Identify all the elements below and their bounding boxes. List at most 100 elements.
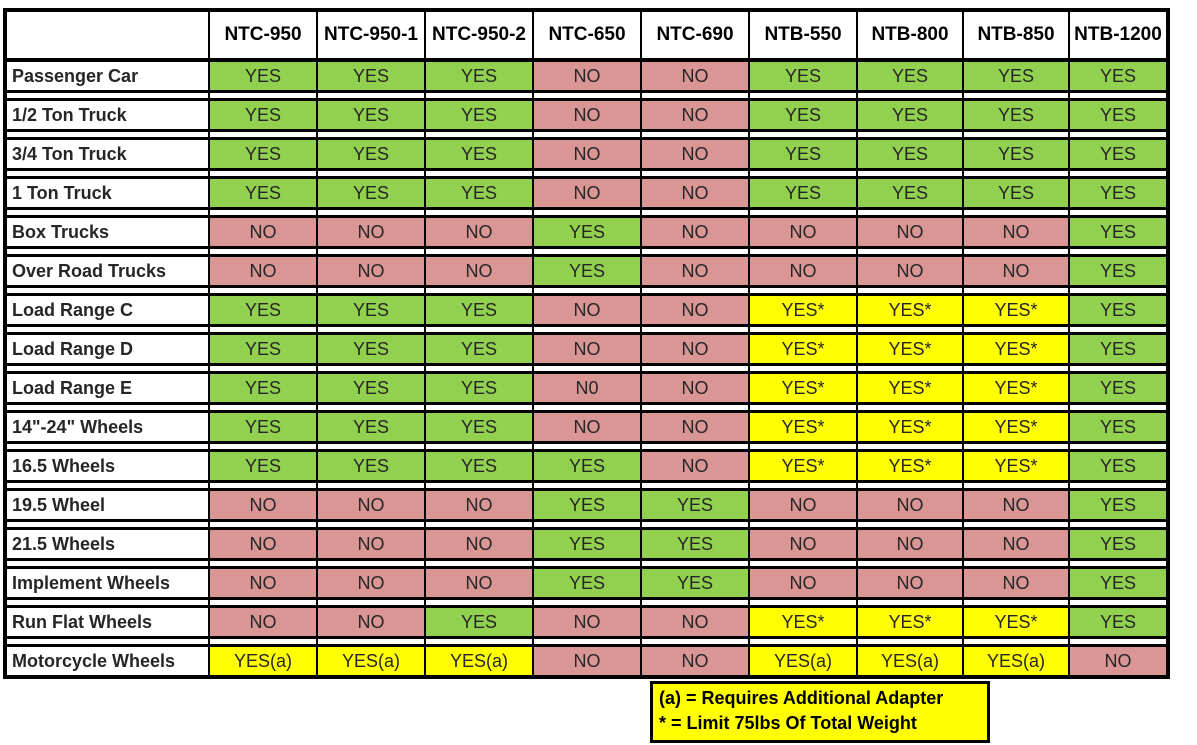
table-cell: YES(a) bbox=[748, 644, 858, 679]
spacer-cell bbox=[532, 207, 642, 218]
spacer-cell bbox=[962, 90, 1070, 101]
row-label: Load Range C bbox=[4, 293, 210, 327]
spacer-cell bbox=[748, 558, 858, 569]
spacer-cell bbox=[4, 519, 210, 530]
spacer-cell bbox=[640, 597, 750, 608]
spacer-cell bbox=[532, 441, 642, 452]
column-header-ntb-800: NTB-800 bbox=[856, 8, 964, 62]
table-cell: YES bbox=[1068, 293, 1169, 327]
table-cell: YES bbox=[316, 176, 426, 210]
spacer-cell bbox=[208, 90, 318, 101]
spacer-row bbox=[4, 285, 1169, 296]
table-cell: YES bbox=[1068, 488, 1169, 522]
spacer-cell bbox=[640, 285, 750, 296]
spacer-cell bbox=[532, 636, 642, 647]
table-cell: YES bbox=[424, 371, 534, 405]
table-cell: NO bbox=[640, 137, 750, 171]
spacer-cell bbox=[4, 168, 210, 179]
table-cell: YES* bbox=[748, 410, 858, 444]
table-cell: YES* bbox=[748, 605, 858, 639]
table-cell: NO bbox=[856, 527, 964, 561]
spacer-cell bbox=[4, 480, 210, 491]
legend-note-line-weight: * = Limit 75lbs Of Total Weight bbox=[659, 713, 917, 733]
spacer-cell bbox=[532, 129, 642, 140]
table-cell: NO bbox=[962, 215, 1070, 249]
table-cell: YES bbox=[208, 137, 318, 171]
spacer-cell bbox=[532, 324, 642, 335]
table-cell: NO bbox=[640, 449, 750, 483]
column-header-ntc-950: NTC-950 bbox=[208, 8, 318, 62]
table-cell: NO bbox=[208, 215, 318, 249]
spacer-row bbox=[4, 207, 1169, 218]
table-cell: YES bbox=[424, 176, 534, 210]
table-cell: NO bbox=[424, 527, 534, 561]
spacer-cell bbox=[962, 285, 1070, 296]
row-label: Box Trucks bbox=[4, 215, 210, 249]
table-row: Load Range D YES YES YES NO NO YES* YES* YES* YES bbox=[4, 332, 1169, 366]
table-cell: NO bbox=[316, 566, 426, 600]
table-cell: N0 bbox=[532, 371, 642, 405]
spacer-row bbox=[4, 246, 1169, 257]
spacer-cell bbox=[1068, 480, 1169, 491]
table-cell: YES bbox=[208, 371, 318, 405]
spacer-cell bbox=[962, 597, 1070, 608]
spacer-cell bbox=[640, 207, 750, 218]
spacer-cell bbox=[532, 558, 642, 569]
spacer-cell bbox=[748, 90, 858, 101]
table-cell: NO bbox=[424, 566, 534, 600]
row-label: Implement Wheels bbox=[4, 566, 210, 600]
spacer-cell bbox=[208, 363, 318, 374]
table-cell: YES bbox=[532, 449, 642, 483]
table-cell: NO bbox=[640, 332, 750, 366]
spacer-cell bbox=[532, 90, 642, 101]
spacer-cell bbox=[424, 441, 534, 452]
table-cell: YES bbox=[1068, 58, 1169, 93]
spacer-cell bbox=[856, 246, 964, 257]
spacer-cell bbox=[316, 597, 426, 608]
table-cell: YES bbox=[748, 137, 858, 171]
spacer-cell bbox=[856, 558, 964, 569]
row-label: 3/4 Ton Truck bbox=[4, 137, 210, 171]
table-cell: YES bbox=[424, 410, 534, 444]
spacer-cell bbox=[4, 324, 210, 335]
spacer-cell bbox=[424, 285, 534, 296]
table-cell: NO bbox=[640, 410, 750, 444]
spacer-cell bbox=[4, 636, 210, 647]
spacer-cell bbox=[208, 480, 318, 491]
spacer-cell bbox=[856, 402, 964, 413]
spacer-cell bbox=[532, 246, 642, 257]
table-header-row: NTC-950 NTC-950-1 NTC-950-2 NTC-650 NTC-690 N… bbox=[4, 8, 1169, 62]
spacer-cell bbox=[4, 285, 210, 296]
spacer-cell bbox=[424, 636, 534, 647]
spacer-cell bbox=[748, 246, 858, 257]
table-cell: YES bbox=[424, 98, 534, 132]
table-cell: YES bbox=[208, 293, 318, 327]
spacer-cell bbox=[4, 90, 210, 101]
spacer-cell bbox=[316, 168, 426, 179]
spacer-cell bbox=[1068, 324, 1169, 335]
spacer-row bbox=[4, 324, 1169, 335]
table-cell: YES bbox=[640, 527, 750, 561]
spacer-cell bbox=[856, 129, 964, 140]
spacer-cell bbox=[640, 90, 750, 101]
table-cell: YES(a) bbox=[208, 644, 318, 679]
legend-note-box: (a) = Requires Additional Adapter * = Li… bbox=[650, 681, 990, 743]
spacer-row bbox=[4, 129, 1169, 140]
spacer-cell bbox=[424, 597, 534, 608]
row-label: Load Range D bbox=[4, 332, 210, 366]
table-cell: YES bbox=[424, 449, 534, 483]
table-cell: NO bbox=[532, 293, 642, 327]
spacer-cell bbox=[1068, 168, 1169, 179]
spacer-cell bbox=[640, 519, 750, 530]
spacer-cell bbox=[1068, 90, 1169, 101]
table-cell: YES bbox=[532, 488, 642, 522]
spacer-cell bbox=[208, 597, 318, 608]
row-label: 16.5 Wheels bbox=[4, 449, 210, 483]
spacer-cell bbox=[316, 90, 426, 101]
table-cell: YES bbox=[208, 98, 318, 132]
spacer-cell bbox=[424, 402, 534, 413]
spacer-cell bbox=[532, 519, 642, 530]
spacer-cell bbox=[4, 441, 210, 452]
spacer-cell bbox=[962, 246, 1070, 257]
table-cell: YES* bbox=[856, 410, 964, 444]
